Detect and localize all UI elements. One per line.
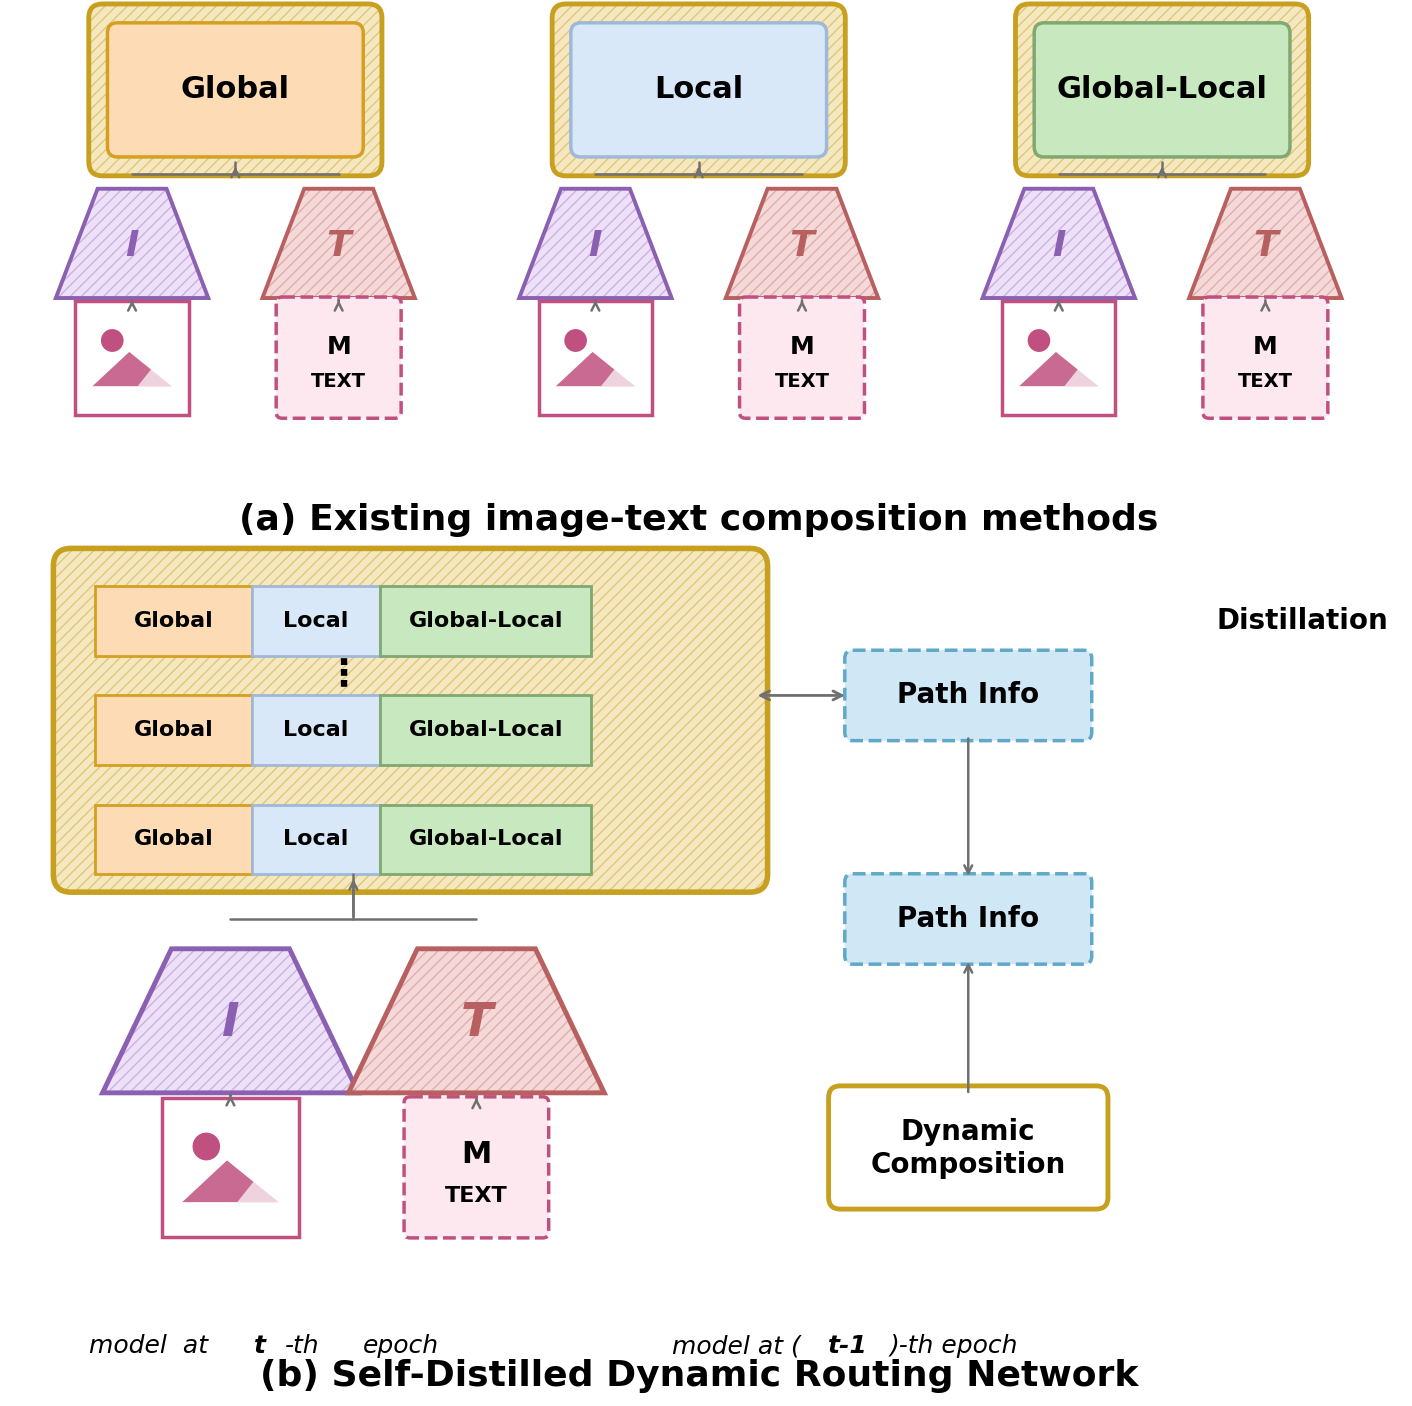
FancyBboxPatch shape (107, 22, 363, 157)
Text: Global: Global (134, 720, 213, 740)
Bar (253, 804, 380, 875)
Text: t: t (254, 1334, 265, 1358)
Text: Path Info: Path Info (897, 905, 1039, 934)
Text: Global-Local: Global-Local (1056, 76, 1268, 104)
Text: M: M (326, 335, 352, 359)
Text: Distillation: Distillation (1217, 607, 1388, 636)
Text: Local: Local (284, 720, 349, 740)
Bar (253, 586, 380, 655)
Text: Composition: Composition (871, 1152, 1066, 1180)
Text: Local: Local (284, 830, 349, 849)
Text: TEXT: TEXT (311, 373, 366, 391)
Text: M: M (789, 335, 815, 359)
Circle shape (1028, 329, 1051, 352)
Text: TEXT: TEXT (445, 1185, 508, 1206)
Bar (380, 804, 592, 875)
Text: I: I (126, 229, 138, 263)
Text: T: T (789, 229, 815, 263)
Bar (380, 586, 592, 655)
FancyBboxPatch shape (1203, 297, 1327, 418)
Polygon shape (103, 949, 359, 1092)
Bar (1003, 301, 1115, 415)
FancyBboxPatch shape (740, 297, 864, 418)
Text: T: T (1252, 229, 1278, 263)
Text: Global: Global (134, 612, 213, 631)
Text: Global: Global (181, 76, 289, 104)
Text: M: M (1252, 335, 1278, 359)
Text: Global: Global (134, 830, 213, 849)
Polygon shape (349, 949, 604, 1092)
Polygon shape (1065, 357, 1107, 387)
Text: )-th epoch: )-th epoch (890, 1334, 1018, 1358)
Polygon shape (520, 188, 672, 298)
Text: I: I (222, 1001, 239, 1046)
Text: T: T (460, 1001, 493, 1046)
Polygon shape (237, 1167, 289, 1202)
Text: (a) Existing image-text composition methods: (a) Existing image-text composition meth… (239, 502, 1158, 537)
FancyBboxPatch shape (570, 22, 826, 157)
Text: model at (: model at ( (672, 1334, 801, 1358)
Text: Path Info: Path Info (897, 682, 1039, 710)
FancyBboxPatch shape (844, 650, 1091, 741)
Polygon shape (983, 188, 1135, 298)
Text: Global-Local: Global-Local (408, 830, 563, 849)
Polygon shape (182, 1160, 278, 1202)
Text: epoch: epoch (363, 1334, 439, 1358)
Circle shape (565, 329, 587, 352)
Bar (75, 301, 189, 415)
Text: model  at: model at (89, 1334, 216, 1358)
Circle shape (100, 329, 124, 352)
Text: Global-Local: Global-Local (408, 720, 563, 740)
Text: I: I (589, 229, 602, 263)
FancyBboxPatch shape (829, 1085, 1108, 1209)
FancyBboxPatch shape (844, 873, 1091, 965)
FancyBboxPatch shape (1015, 4, 1309, 176)
Bar (95, 586, 253, 655)
Text: Local: Local (654, 76, 743, 104)
Text: Dynamic: Dynamic (901, 1118, 1035, 1146)
Polygon shape (138, 357, 181, 387)
Bar (95, 696, 253, 765)
Polygon shape (1019, 352, 1099, 387)
Text: TEXT: TEXT (1238, 373, 1293, 391)
Text: Global-Local: Global-Local (408, 612, 563, 631)
Circle shape (192, 1133, 220, 1160)
FancyBboxPatch shape (54, 548, 768, 893)
Text: TEXT: TEXT (775, 373, 829, 391)
Text: Local: Local (284, 612, 349, 631)
FancyBboxPatch shape (89, 4, 381, 176)
Polygon shape (726, 188, 878, 298)
FancyBboxPatch shape (552, 4, 846, 176)
Text: (b) Self-Distilled Dynamic Routing Network: (b) Self-Distilled Dynamic Routing Netwo… (260, 1360, 1138, 1393)
Polygon shape (556, 352, 635, 387)
Bar (253, 696, 380, 765)
Polygon shape (263, 188, 415, 298)
Text: t-1: t-1 (829, 1334, 868, 1358)
Text: ⋮: ⋮ (325, 658, 361, 693)
Text: I: I (1052, 229, 1066, 263)
Bar (161, 1098, 299, 1237)
Text: M: M (462, 1140, 491, 1168)
Bar (380, 696, 592, 765)
Bar (95, 804, 253, 875)
Polygon shape (1189, 188, 1341, 298)
Text: -th: -th (285, 1334, 319, 1358)
FancyBboxPatch shape (404, 1097, 549, 1237)
Polygon shape (56, 188, 209, 298)
FancyBboxPatch shape (1034, 22, 1291, 157)
Text: T: T (326, 229, 352, 263)
Polygon shape (92, 352, 172, 387)
FancyBboxPatch shape (277, 297, 401, 418)
Polygon shape (602, 357, 644, 387)
Bar (539, 301, 652, 415)
